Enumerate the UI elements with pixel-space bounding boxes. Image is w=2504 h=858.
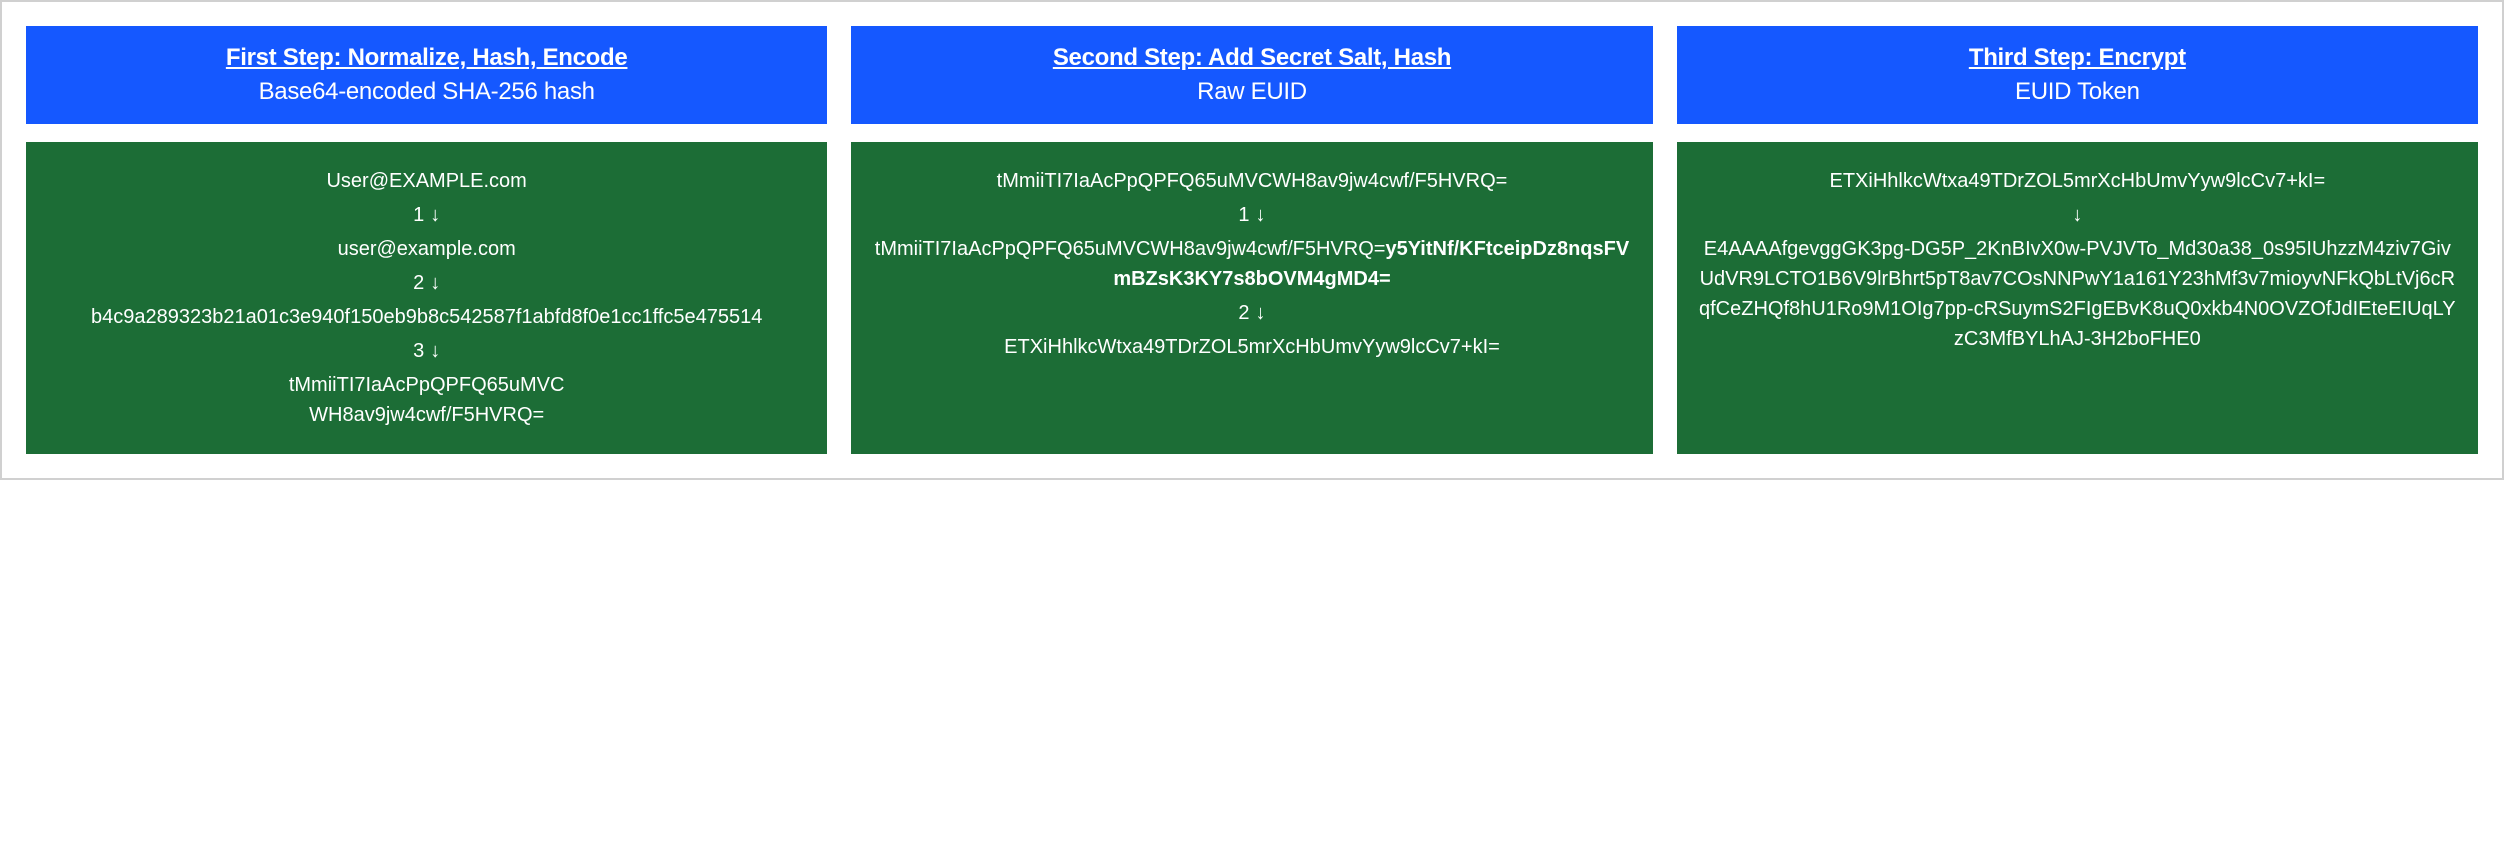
arrow-step-number: 2: [413, 272, 424, 294]
step-3-title: Third Step: Encrypt: [1697, 44, 2458, 72]
arrow-glyph: ↓: [430, 340, 440, 362]
step-1-title: First Step: Normalize, Hash, Encode: [46, 44, 807, 72]
step-3-column: Third Step: Encrypt EUID Token ETXiHhlkc…: [1677, 26, 2478, 454]
content-text: WH8av9jw4cwf/F5HVRQ=: [46, 400, 807, 430]
content-text: E4AAAAfgevggGK3pg-DG5P_2KnBIvX0w-PVJVTo_…: [1697, 234, 2458, 354]
arrow-step-number: 2: [1238, 302, 1249, 324]
steps-container: First Step: Normalize, Hash, Encode Base…: [0, 0, 2504, 480]
step-3-subtitle: EUID Token: [1697, 78, 2458, 106]
arrow-down-icon: 2↓: [871, 298, 1632, 328]
content-text: b4c9a289323b21a01c3e940f150eb9b8c542587f…: [46, 302, 807, 332]
arrow-glyph: ↓: [1256, 204, 1266, 226]
plain-segment: tMmiiTI7IaAcPpQPFQ65uMVCWH8av9jw4cwf/F5H…: [875, 238, 1386, 260]
arrow-glyph: ↓: [430, 272, 440, 294]
arrow-glyph: ↓: [430, 204, 440, 226]
content-text: tMmiiTI7IaAcPpQPFQ65uMVCWH8av9jw4cwf/F5H…: [871, 166, 1632, 196]
content-text: ETXiHhlkcWtxa49TDrZOL5mrXcHbUmvYyw9lcCv7…: [871, 332, 1632, 362]
arrow-down-icon: 1↓: [46, 200, 807, 230]
step-2-subtitle: Raw EUID: [871, 78, 1632, 106]
arrow-down-icon: ↓: [1697, 200, 2458, 230]
content-text: tMmiiTI7IaAcPpQPFQ65uMVC: [46, 370, 807, 400]
step-1-subtitle: Base64-encoded SHA-256 hash: [46, 78, 807, 106]
arrow-down-icon: 3↓: [46, 336, 807, 366]
step-3-content: ETXiHhlkcWtxa49TDrZOL5mrXcHbUmvYyw9lcCv7…: [1677, 142, 2478, 454]
content-text: User@EXAMPLE.com: [46, 166, 807, 196]
arrow-down-icon: 1↓: [871, 200, 1632, 230]
arrow-step-number: 1: [1238, 204, 1249, 226]
content-text-mixed: tMmiiTI7IaAcPpQPFQ65uMVCWH8av9jw4cwf/F5H…: [871, 234, 1632, 294]
step-2-content: tMmiiTI7IaAcPpQPFQ65uMVCWH8av9jw4cwf/F5H…: [851, 142, 1652, 454]
arrow-step-number: 3: [413, 340, 424, 362]
step-1-content: User@EXAMPLE.com1↓user@example.com2↓b4c9…: [26, 142, 827, 454]
step-1-column: First Step: Normalize, Hash, Encode Base…: [26, 26, 827, 454]
arrow-down-icon: 2↓: [46, 268, 807, 298]
content-text: user@example.com: [46, 234, 807, 264]
step-2-column: Second Step: Add Secret Salt, Hash Raw E…: [851, 26, 1652, 454]
step-2-title: Second Step: Add Secret Salt, Hash: [871, 44, 1632, 72]
step-3-header: Third Step: Encrypt EUID Token: [1677, 26, 2478, 124]
arrow-step-number: 1: [413, 204, 424, 226]
content-text: ETXiHhlkcWtxa49TDrZOL5mrXcHbUmvYyw9lcCv7…: [1697, 166, 2458, 196]
arrow-glyph: ↓: [2072, 204, 2082, 226]
step-2-header: Second Step: Add Secret Salt, Hash Raw E…: [851, 26, 1652, 124]
arrow-glyph: ↓: [1256, 302, 1266, 324]
step-1-header: First Step: Normalize, Hash, Encode Base…: [26, 26, 827, 124]
